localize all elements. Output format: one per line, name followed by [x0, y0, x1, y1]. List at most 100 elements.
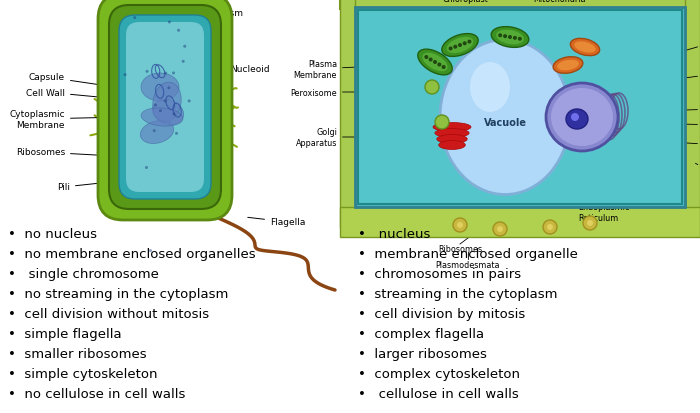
Ellipse shape [437, 135, 467, 144]
Ellipse shape [167, 87, 170, 90]
Text: •  simple cytoskeleton: • simple cytoskeleton [8, 367, 157, 380]
Ellipse shape [154, 104, 157, 107]
Ellipse shape [149, 249, 152, 252]
FancyBboxPatch shape [358, 11, 682, 204]
Text: Plasmodesmata: Plasmodesmata [435, 261, 500, 270]
Text: •  simple flagella: • simple flagella [8, 327, 122, 340]
Ellipse shape [153, 130, 155, 133]
Ellipse shape [503, 35, 507, 39]
Ellipse shape [442, 66, 446, 70]
Text: •   single chromosome: • single chromosome [8, 267, 159, 280]
Text: •  smaller ribosomes: • smaller ribosomes [8, 347, 146, 360]
Text: Cytoplasmic
Membrane: Cytoplasmic Membrane [9, 110, 122, 129]
Ellipse shape [587, 221, 593, 226]
Ellipse shape [183, 45, 186, 49]
Text: Nucleoid: Nucleoid [186, 65, 270, 92]
Ellipse shape [141, 109, 183, 127]
Text: Cytoplasm: Cytoplasm [682, 36, 700, 52]
Ellipse shape [458, 44, 462, 48]
Ellipse shape [518, 38, 522, 42]
FancyBboxPatch shape [340, 0, 355, 228]
Text: Peroxisome: Peroxisome [290, 88, 435, 97]
FancyBboxPatch shape [119, 16, 211, 199]
Ellipse shape [571, 114, 579, 122]
Ellipse shape [496, 31, 524, 45]
Ellipse shape [449, 47, 453, 51]
Ellipse shape [440, 40, 570, 195]
Ellipse shape [433, 61, 437, 65]
Ellipse shape [422, 54, 447, 72]
Ellipse shape [188, 100, 190, 103]
Text: •  no membrane enclosed organelles: • no membrane enclosed organelles [8, 247, 255, 260]
Ellipse shape [497, 226, 503, 233]
Text: Cytoplasm: Cytoplasm [172, 9, 243, 38]
Text: Smooth
Endoplasmic
Reticulum: Smooth Endoplasmic Reticulum [563, 189, 629, 222]
Ellipse shape [447, 38, 473, 54]
Ellipse shape [547, 224, 553, 230]
Ellipse shape [438, 63, 441, 67]
Text: Ribosomes: Ribosomes [15, 148, 130, 157]
Ellipse shape [428, 58, 433, 62]
Text: •   cellulose in cell walls: • cellulose in cell walls [358, 387, 519, 400]
Text: •  complex flagella: • complex flagella [358, 327, 484, 340]
Ellipse shape [164, 72, 167, 76]
Text: Plasma
Membrane: Plasma Membrane [293, 60, 355, 80]
Ellipse shape [177, 30, 180, 33]
Text: Pili: Pili [57, 183, 107, 192]
FancyBboxPatch shape [126, 23, 204, 192]
Text: •  cell division by mitosis: • cell division by mitosis [358, 307, 525, 320]
Ellipse shape [418, 50, 452, 76]
Ellipse shape [570, 39, 600, 57]
FancyBboxPatch shape [355, 8, 685, 207]
Ellipse shape [463, 42, 467, 46]
Text: Ribosomes: Ribosomes [438, 245, 482, 254]
Ellipse shape [168, 21, 171, 24]
Text: •  membrane enclosed organelle: • membrane enclosed organelle [358, 247, 578, 260]
Ellipse shape [140, 121, 174, 144]
Ellipse shape [182, 61, 185, 64]
Ellipse shape [435, 116, 449, 130]
Ellipse shape [153, 83, 181, 123]
Text: Capsule: Capsule [29, 74, 112, 88]
FancyBboxPatch shape [98, 0, 232, 221]
Ellipse shape [498, 34, 502, 38]
Text: Cell
Wall: Cell Wall [695, 163, 700, 182]
Ellipse shape [508, 36, 512, 40]
Ellipse shape [146, 71, 148, 74]
Text: •  larger ribosomes: • larger ribosomes [358, 347, 487, 360]
Text: Mitochondria: Mitochondria [533, 0, 587, 5]
FancyBboxPatch shape [109, 6, 221, 209]
Ellipse shape [468, 40, 471, 45]
Ellipse shape [435, 129, 469, 138]
Ellipse shape [583, 216, 597, 230]
Ellipse shape [145, 166, 148, 170]
Ellipse shape [553, 57, 583, 74]
Ellipse shape [164, 100, 167, 103]
FancyBboxPatch shape [685, 0, 700, 228]
Ellipse shape [124, 74, 127, 77]
Ellipse shape [470, 63, 510, 113]
Text: •  no streaming in the cytoplasm: • no streaming in the cytoplasm [8, 287, 228, 300]
Ellipse shape [439, 141, 466, 150]
Text: Vacuole: Vacuole [484, 118, 526, 128]
FancyBboxPatch shape [340, 0, 700, 10]
Text: •  no cellulose in cell walls: • no cellulose in cell walls [8, 387, 186, 400]
Ellipse shape [513, 37, 517, 41]
Text: •   nucleus: • nucleus [358, 228, 430, 240]
Text: Flagella: Flagella [248, 218, 305, 227]
Ellipse shape [425, 81, 439, 95]
Ellipse shape [557, 61, 579, 71]
Text: Nucleus: Nucleus [619, 105, 700, 114]
Ellipse shape [457, 223, 463, 228]
Ellipse shape [566, 110, 588, 130]
Ellipse shape [433, 123, 471, 132]
Ellipse shape [172, 72, 175, 75]
Text: Nuclear
Envelope: Nuclear Envelope [620, 136, 700, 155]
Text: •  cell division without mitosis: • cell division without mitosis [8, 307, 209, 320]
FancyBboxPatch shape [340, 207, 700, 237]
Text: Cell Wall: Cell Wall [26, 88, 117, 100]
Text: Rough
Endoplasmic
Reticulum: Rough Endoplasmic Reticulum [680, 58, 700, 88]
Text: Nucleolus: Nucleolus [593, 121, 700, 130]
Ellipse shape [453, 218, 467, 233]
Text: Golgi
Apparatus: Golgi Apparatus [295, 128, 431, 147]
